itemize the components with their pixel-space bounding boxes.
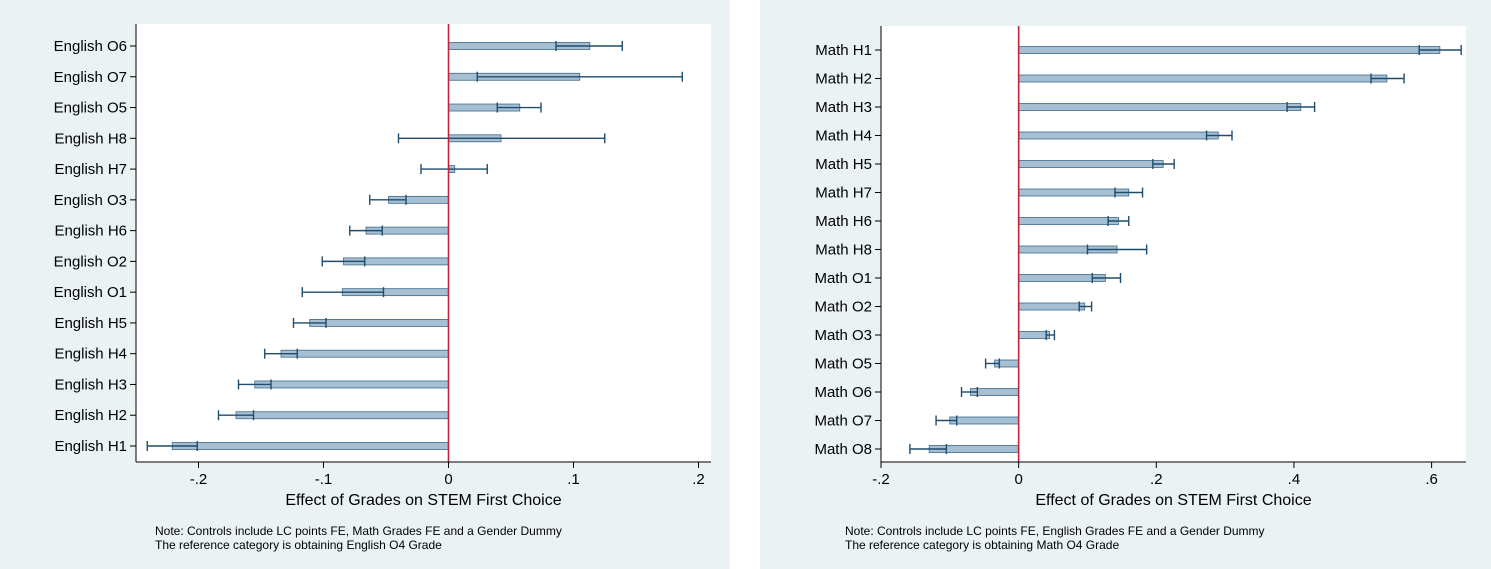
- x-tick-label-0: -.2: [190, 471, 208, 488]
- y-tick-label-2: Math H3: [815, 99, 872, 116]
- bar-1: [1018, 74, 1388, 83]
- y-tick-label-5: English O3: [54, 192, 127, 209]
- bar-9: [1018, 302, 1086, 311]
- y-tick-label-4: Math H5: [815, 156, 872, 173]
- y-tick-label-3: Math H4: [815, 128, 872, 145]
- plot-area: [881, 26, 1466, 462]
- x-tick-label-2: 0: [444, 471, 452, 488]
- y-tick-label-10: English H4: [54, 346, 127, 363]
- y-tick-label-12: Math O6: [814, 384, 872, 401]
- bar-6: [1018, 217, 1119, 225]
- y-tick-label-11: Math O5: [814, 356, 872, 373]
- y-tick-label-9: English H5: [54, 315, 127, 332]
- y-tick-label-7: English O2: [54, 253, 127, 270]
- x-tick-label-4: .6: [1425, 471, 1438, 488]
- y-tick-label-6: English H6: [54, 223, 127, 240]
- bar-4: [1018, 160, 1164, 168]
- note-line-1: Note: Controls include LC points FE, Mat…: [155, 524, 562, 538]
- x-tick-label-3: .1: [567, 471, 580, 488]
- english-grades-chart: English O6 English O7 English O5 English H8…: [54, 24, 711, 509]
- y-tick-label-13: Math O7: [814, 413, 872, 430]
- bar-10: [1018, 331, 1051, 339]
- y-tick-label-0: English O6: [54, 38, 127, 55]
- bar-0: [1018, 46, 1441, 54]
- note-line-2: The reference category is obtaining Engl…: [155, 538, 442, 552]
- x-tick-label-0: -.2: [872, 471, 890, 488]
- y-tick-label-5: Math H7: [815, 185, 872, 202]
- note-block-left: Note: Controls include LC points FE, Mat…: [155, 524, 562, 552]
- y-tick-label-10: Math O3: [814, 327, 872, 344]
- y-tick-label-6: Math H6: [815, 213, 872, 230]
- y-tick-label-12: English H2: [54, 407, 127, 424]
- bar-10: [280, 349, 449, 358]
- y-tick-label-1: Math H2: [815, 71, 872, 88]
- right-chart-panel: Math H1 Math H2 Math H3 Math H4 Math H5 Math …: [760, 0, 1491, 569]
- note-line-1: Note: Controls include LC points FE, Eng…: [845, 524, 1265, 538]
- bar-12: [235, 411, 449, 420]
- bar-3: [1018, 131, 1219, 140]
- y-tick-label-8: Math O1: [814, 270, 872, 287]
- bar-9: [309, 319, 449, 327]
- left-chart-panel: English O6 English O7 English O5 English H8…: [0, 0, 730, 569]
- y-tick-label-1: English O7: [54, 69, 127, 86]
- y-tick-label-4: English H7: [54, 161, 127, 178]
- y-tick-label-0: Math H1: [815, 42, 872, 59]
- plot-area: [136, 24, 711, 462]
- y-tick-label-9: Math O2: [814, 299, 872, 316]
- math-grades-chart: Math H1 Math H2 Math H3 Math H4 Math H5 Math …: [814, 26, 1466, 509]
- y-tick-label-8: English O1: [54, 284, 127, 301]
- x-tick-label-1: -.1: [315, 471, 333, 488]
- y-tick-label-13: English H1: [54, 438, 127, 455]
- y-tick-label-7: Math H8: [815, 242, 872, 259]
- bar-11: [254, 380, 449, 389]
- y-tick-label-11: English H3: [54, 376, 127, 393]
- note-block-right: Note: Controls include LC points FE, Eng…: [845, 524, 1265, 552]
- y-tick-label-14: Math O8: [814, 441, 872, 458]
- bar-2: [1018, 103, 1302, 111]
- x-axis-title: Effect of Grades on STEM First Choice: [1035, 492, 1311, 509]
- bar-5: [1018, 188, 1130, 197]
- bar-13: [949, 416, 1020, 425]
- bar-13: [171, 442, 449, 450]
- y-tick-label-3: English H8: [54, 130, 127, 147]
- x-tick-label-4: .2: [692, 471, 705, 488]
- x-axis-title: Effect of Grades on STEM First Choice: [285, 492, 561, 509]
- x-tick-label-1: 0: [1014, 471, 1022, 488]
- x-tick-label-2: .2: [1150, 471, 1163, 488]
- note-line-2: The reference category is obtaining Math…: [845, 538, 1120, 552]
- y-tick-label-2: English O5: [54, 100, 127, 117]
- x-tick-label-3: .4: [1288, 471, 1301, 488]
